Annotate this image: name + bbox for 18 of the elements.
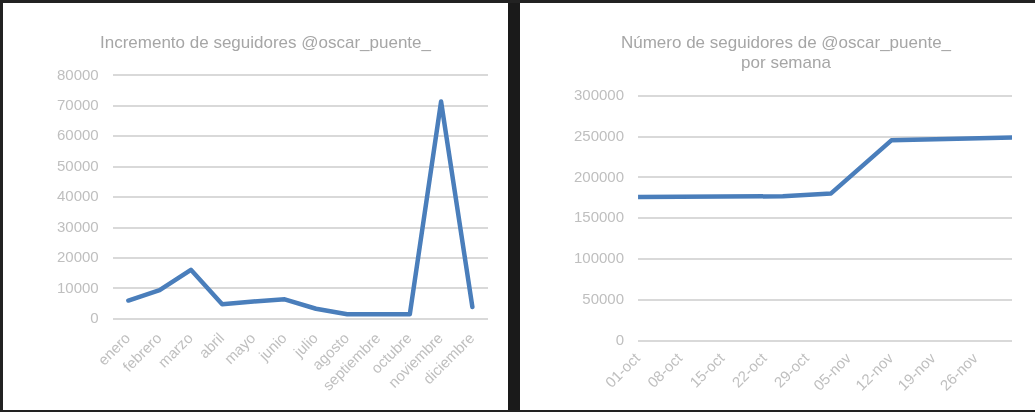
chart-title: Incremento de seguidores @oscar_puente_: [99, 32, 432, 52]
y-tick-label: 60000: [56, 126, 99, 144]
y-tick-label: 20000: [56, 248, 99, 266]
y-tick-label: 0: [90, 308, 99, 326]
y-tick-label: 0: [615, 330, 625, 348]
y-tick-label: 40000: [56, 187, 99, 205]
y-tick-label: 50000: [56, 156, 99, 174]
y-tick-label: 300000: [573, 85, 625, 103]
y-tick-label: 70000: [56, 95, 99, 113]
y-tick-label: 200000: [573, 167, 625, 185]
y-tick-label: 250000: [573, 126, 625, 144]
chart-title: Número de seguidores de @oscar_puente_ por semana: [620, 32, 952, 73]
y-tick-label: 100000: [573, 249, 625, 267]
y-tick-label: 80000: [56, 65, 99, 83]
y-tick-label: 10000: [56, 278, 99, 296]
y-tick-label: 30000: [56, 217, 99, 235]
y-tick-label: 50000: [582, 290, 625, 308]
y-tick-label: 150000: [573, 208, 625, 226]
